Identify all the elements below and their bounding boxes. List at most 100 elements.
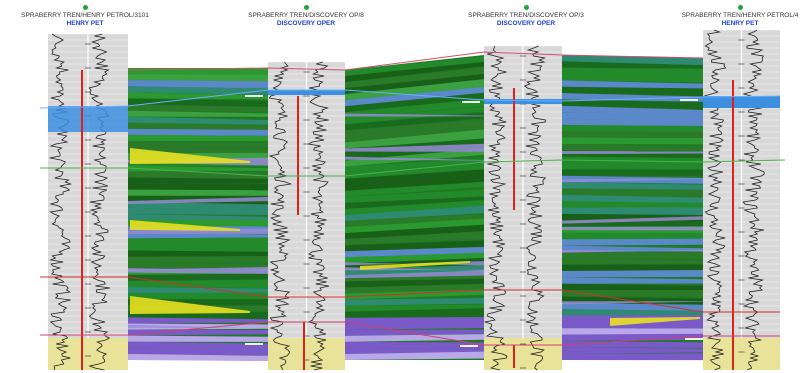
strata-band	[128, 86, 268, 95]
strata-band	[345, 176, 484, 191]
strata-band	[128, 243, 268, 254]
strata-band	[562, 251, 703, 259]
strata-band	[128, 201, 268, 210]
lavender-streak	[345, 156, 484, 161]
strata-band	[128, 171, 268, 180]
lavender-streak	[128, 267, 268, 274]
log-curve	[742, 29, 765, 371]
lavender-streak	[345, 113, 484, 117]
well-3-marker-dot	[524, 5, 529, 10]
strata-band	[345, 317, 484, 324]
strata-band	[562, 283, 703, 291]
marker-tick	[245, 343, 263, 345]
strata-band	[562, 80, 703, 90]
strata-band	[562, 258, 703, 265]
strata-band	[562, 105, 703, 115]
log-curve	[49, 33, 73, 371]
strata-band	[345, 158, 484, 173]
yellow-anomaly	[130, 148, 250, 164]
log-curve	[268, 61, 293, 371]
strata-band	[345, 218, 484, 234]
strata-band	[128, 317, 268, 324]
strata-band	[562, 99, 703, 110]
strata-band	[128, 256, 268, 263]
well-4-operator: HENRY PET	[721, 20, 759, 27]
yellow-anomaly	[130, 296, 250, 314]
strata-band	[562, 169, 703, 176]
strata-band	[562, 137, 703, 145]
strata-band	[128, 335, 268, 342]
well-1-name: SPRABERRY TREN/HENRY PETROL/3101	[21, 12, 149, 19]
strata-band	[562, 163, 703, 172]
strata-band	[345, 196, 484, 209]
strata-band	[128, 353, 268, 362]
strata-band	[562, 347, 703, 354]
correlation-panel-2	[345, 55, 484, 360]
strata-band	[128, 341, 268, 348]
yellow-anomaly	[360, 261, 470, 270]
well-4-header: SPRABERRY TREN/HENRY PETROL/4 HENRY PET	[640, 12, 809, 28]
strata-band	[345, 73, 484, 95]
lavender-streak	[562, 249, 703, 253]
marker-tick	[680, 99, 698, 101]
strata-band	[345, 56, 484, 77]
strata-band	[345, 341, 484, 349]
strata-band	[345, 334, 484, 342]
strata-band	[562, 194, 703, 205]
strata-band	[345, 205, 484, 222]
well-2-name: SPRABERRY TREN/DISCOVERY OP/8	[248, 12, 364, 19]
strata-band	[345, 231, 484, 246]
horizon-line	[40, 159, 786, 177]
strata-band	[345, 247, 484, 258]
blue-zone	[703, 96, 780, 108]
strata-band	[128, 110, 268, 117]
strata-band	[562, 270, 703, 278]
horizon-line	[127, 51, 704, 71]
strata-band	[562, 112, 703, 123]
marker-tick	[460, 345, 478, 347]
strata-band	[345, 329, 484, 336]
well-1-marker-dot	[83, 5, 88, 10]
strata-band	[345, 189, 484, 203]
well-3-name: SPRABERRY TREN/DISCOVERY OP/3	[468, 12, 584, 19]
yellow-anomaly	[610, 317, 700, 326]
lavender-streak	[562, 151, 703, 155]
strata-band	[128, 104, 268, 113]
horizon-line	[39, 89, 781, 109]
lavender-streak	[562, 301, 703, 305]
correlation-panel-3	[562, 55, 703, 361]
lavender-streak	[562, 216, 703, 224]
strata-band	[345, 224, 484, 240]
log-curve	[703, 29, 727, 371]
yellow-zone	[268, 338, 345, 370]
blue-zone	[268, 90, 345, 95]
strata-band	[128, 183, 268, 191]
strata-band	[562, 67, 703, 78]
lavender-streak	[128, 324, 268, 329]
blue-zone	[484, 99, 562, 104]
yellow-anomaly	[130, 220, 240, 231]
strata-band	[128, 237, 268, 245]
strata-band	[128, 116, 268, 126]
well-4-marker-dot	[738, 5, 743, 10]
well-2-header: SPRABERRY TREN/DISCOVERY OP/8 DISCOVERY …	[206, 12, 406, 28]
blue-zone	[48, 106, 128, 132]
strata-band	[128, 329, 268, 336]
correlation-panel-1	[128, 68, 268, 362]
strata-band	[128, 292, 268, 302]
strata-band	[128, 98, 268, 108]
horizon-line	[40, 321, 780, 346]
strata-band	[562, 320, 703, 330]
well-2-operator: DISCOVERY OPER	[276, 20, 336, 27]
strata-band	[345, 297, 484, 306]
marker-tick	[462, 101, 480, 103]
strata-band	[128, 134, 268, 142]
strata-band	[345, 61, 484, 83]
strata-band	[562, 333, 703, 341]
strata-band	[128, 128, 268, 136]
yellow-zone	[703, 338, 780, 370]
strata-band	[345, 112, 484, 131]
strata-band	[345, 126, 484, 143]
strata-band	[345, 351, 484, 360]
